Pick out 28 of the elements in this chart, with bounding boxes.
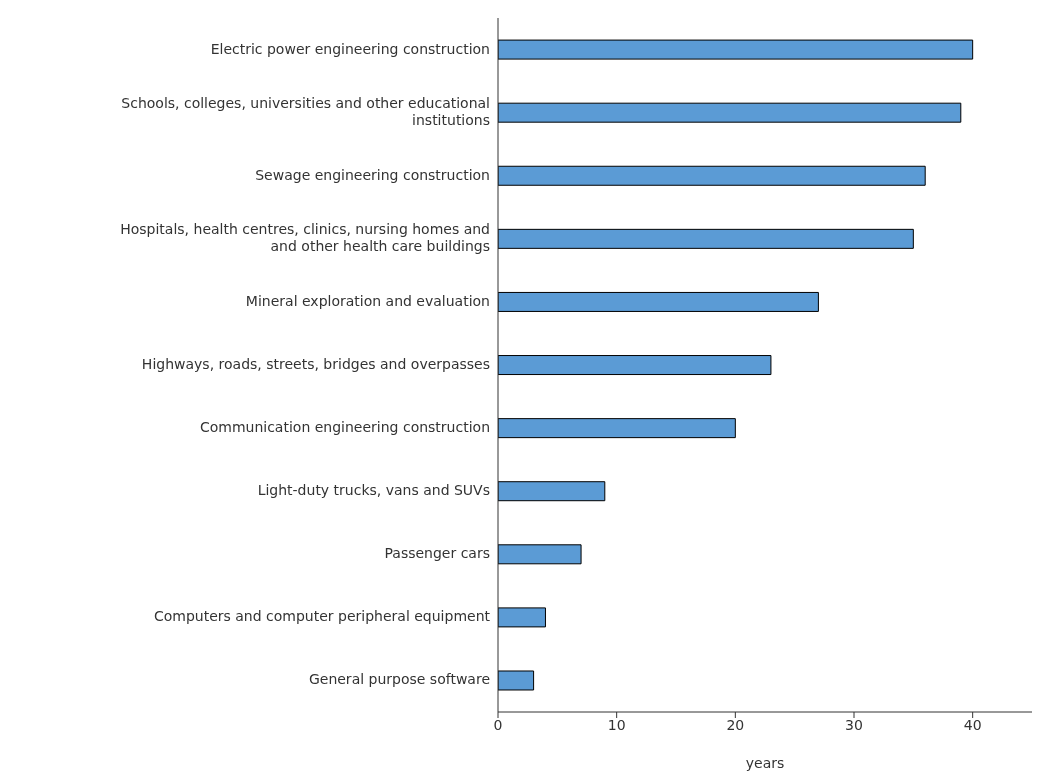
y-tick-label: Highways, roads, streets, bridges and overpasses — [141, 356, 490, 372]
y-tick-label: Light-duty trucks, vans and SUVs — [257, 482, 490, 499]
y-tick-label: Schools, colleges, universities and other educational institutions — [121, 95, 490, 129]
bar — [498, 418, 736, 439]
bar — [498, 228, 914, 249]
x-tick-label: 0 — [493, 716, 503, 733]
x-tick-label: 40 — [963, 716, 982, 733]
y-tick-label: General purpose software — [308, 671, 490, 688]
y-tick-label: Passenger cars — [384, 545, 490, 562]
bar — [498, 355, 772, 376]
x-tick-label: 20 — [726, 716, 745, 733]
x-tick-label: 10 — [607, 716, 626, 733]
x-tick-label: 30 — [845, 716, 863, 733]
y-tick-label: Hospitals, health centres, clinics, nursing homes and and other health care buildings — [120, 221, 490, 255]
bar — [498, 670, 535, 691]
bar — [498, 165, 926, 186]
bar — [498, 39, 974, 60]
x-axis-title: years — [745, 755, 785, 771]
bar — [498, 291, 819, 312]
y-tick-label: Sewage engineering construction — [255, 166, 490, 183]
bar — [498, 544, 582, 565]
y-tick-label: Communication engineering construction — [199, 419, 490, 436]
y-tick-label: Mineral exploration and evaluation — [245, 292, 490, 309]
y-tick-label: Computers and computer peripheral equipment — [153, 608, 491, 625]
bar — [498, 607, 546, 628]
bar — [498, 481, 606, 502]
y-tick-label: Electric power engineering construction — [210, 40, 490, 57]
bar — [498, 102, 962, 123]
